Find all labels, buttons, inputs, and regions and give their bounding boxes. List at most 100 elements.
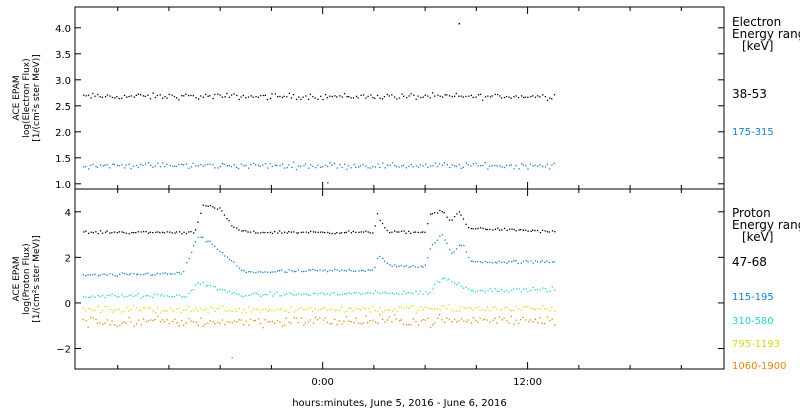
data-point (446, 94, 448, 96)
data-point (214, 167, 216, 169)
data-point (123, 296, 125, 298)
data-point (182, 164, 185, 166)
data-point (432, 288, 434, 290)
data-point (453, 251, 455, 253)
data-point (274, 93, 276, 95)
data-point (192, 289, 194, 291)
data-point (532, 262, 534, 264)
data-point (403, 265, 405, 268)
data-point (164, 165, 166, 168)
data-point (451, 321, 453, 323)
data-point (188, 292, 190, 295)
data-point (442, 278, 444, 280)
data-point (314, 231, 317, 233)
data-point (130, 321, 132, 323)
data-point (534, 260, 537, 262)
data-point (245, 295, 247, 297)
data-point (305, 95, 307, 97)
data-point (216, 248, 218, 250)
data-point (453, 165, 456, 167)
data-point (517, 308, 520, 310)
data-point (455, 248, 458, 250)
data-point (338, 270, 341, 272)
data-point (513, 323, 515, 325)
data-point (446, 308, 448, 310)
data-point (513, 228, 515, 231)
data-point (290, 231, 292, 233)
data-point (425, 291, 427, 293)
data-point (121, 294, 123, 296)
data-point (118, 308, 120, 310)
data-point (231, 293, 233, 295)
data-point (458, 282, 460, 284)
data-point (186, 262, 188, 264)
data-point (202, 204, 204, 206)
data-point (155, 312, 157, 314)
data-point (106, 164, 108, 166)
data-point (324, 164, 326, 166)
data-point (262, 309, 264, 311)
data-point (185, 322, 187, 324)
data-point (190, 94, 192, 97)
data-point (427, 307, 429, 309)
data-point (224, 323, 226, 326)
legend-entry-0-0: 38-53 (732, 87, 767, 101)
data-point (553, 162, 555, 165)
data-point (420, 320, 422, 322)
data-point (499, 95, 501, 97)
data-point (338, 309, 340, 312)
data-point (460, 318, 462, 320)
data-point (401, 93, 403, 95)
data-point (501, 229, 503, 231)
data-point (339, 164, 341, 166)
data-point (102, 165, 104, 167)
data-point (104, 305, 106, 307)
data-point (92, 163, 94, 166)
data-point (348, 320, 350, 322)
data-point (394, 308, 396, 310)
data-point (319, 317, 321, 319)
series-1-4 (82, 314, 556, 329)
data-point (355, 308, 358, 310)
data-point (470, 307, 472, 310)
data-point (178, 164, 180, 166)
data-point (314, 97, 316, 99)
data-point (219, 165, 221, 168)
data-point (194, 241, 197, 243)
data-point (510, 164, 513, 166)
data-point (503, 96, 506, 99)
data-point (365, 315, 367, 317)
data-point (327, 231, 329, 233)
data-point (248, 306, 250, 308)
data-point (161, 310, 163, 312)
data-point (477, 227, 479, 230)
data-point (273, 293, 276, 295)
data-point (410, 266, 412, 268)
data-point (496, 290, 498, 292)
data-point (396, 292, 398, 294)
data-point (348, 268, 350, 271)
data-point (312, 268, 314, 271)
data-point (522, 96, 525, 99)
data-point (420, 96, 422, 99)
data-point (135, 295, 137, 297)
data-point (218, 307, 220, 310)
data-point (515, 305, 517, 307)
data-point (113, 163, 115, 166)
data-point (151, 274, 154, 276)
data-point (123, 321, 125, 323)
data-point (515, 164, 517, 167)
data-point (242, 94, 244, 97)
data-point (520, 262, 522, 264)
data-point (456, 321, 458, 323)
data-point (262, 94, 265, 97)
data-point (235, 310, 238, 313)
data-point (181, 319, 183, 322)
data-point (393, 96, 396, 98)
data-point (544, 96, 546, 98)
data-point (391, 231, 393, 233)
data-point (446, 242, 448, 244)
data-point (420, 265, 422, 267)
data-point (277, 270, 279, 272)
data-point (279, 309, 281, 311)
